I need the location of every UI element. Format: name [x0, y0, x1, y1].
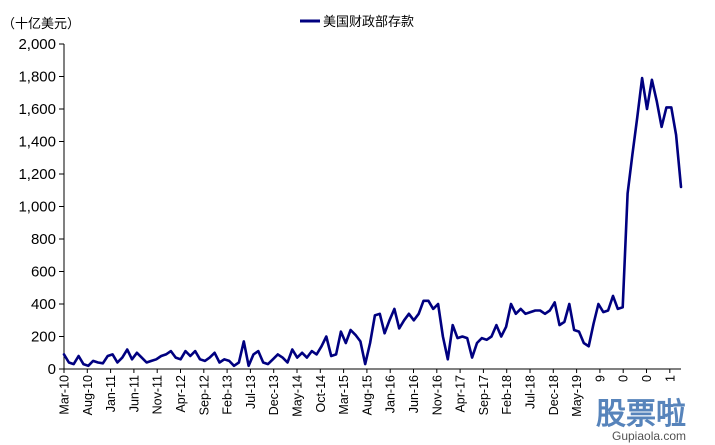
x-tick-label: Jun-11	[127, 375, 141, 412]
x-tick-label: Sep-12	[197, 375, 211, 415]
legend-label: 美国财政部存款	[323, 15, 414, 30]
x-tick-label: Aug-15	[360, 375, 374, 415]
watermark: 股票啦 Gupiaola.com	[596, 397, 686, 443]
x-tick-label: Dec-18	[547, 375, 561, 415]
watermark-logo: 股票啦	[596, 397, 686, 432]
series-line-treasury-deposits	[62, 76, 683, 368]
x-tick-label: 0	[617, 375, 631, 382]
x-tick-label: Jun-16	[407, 375, 421, 413]
unit-label: （十亿美元）	[2, 17, 80, 32]
x-tick-label: Oct-14	[314, 375, 328, 413]
x-tick-label: 1	[663, 375, 677, 382]
x-tick-label: Nov-16	[430, 375, 444, 415]
y-tick-label: 0	[48, 361, 56, 378]
watermark-url: Gupiaola.com	[612, 429, 686, 443]
x-tick-label: Apr-17	[454, 375, 468, 413]
x-tick-label: 0	[640, 375, 654, 382]
y-axis: 0 200 400 600 800 1,000 1,200 1,400 1,600 1,800 2,…	[18, 36, 65, 378]
x-tick-label: Jul-18	[524, 375, 538, 409]
y-tick-label: 1,800	[18, 69, 56, 86]
y-tick-label: 1,200	[18, 166, 56, 183]
y-tick-label: 1,000	[18, 199, 56, 216]
x-tick-label: May-19	[570, 375, 584, 417]
y-tick-label: 400	[31, 296, 56, 313]
y-tick-label: 200	[31, 329, 56, 346]
x-tick-label: Jul-13	[244, 375, 258, 409]
x-tick-label: May-14	[291, 375, 305, 417]
x-tick-label: Sep-17	[477, 375, 491, 415]
plot-area	[62, 76, 683, 368]
x-tick-label: Aug-10	[81, 375, 95, 415]
y-tick-label: 800	[31, 231, 56, 248]
legend: 美国财政部存款	[300, 15, 414, 30]
x-tick-label: Apr-12	[174, 375, 188, 413]
y-tick-label: 1,400	[18, 134, 56, 151]
x-tick-label: 9	[593, 375, 607, 382]
y-tick-label: 2,000	[18, 36, 56, 53]
x-tick-label: Nov-11	[151, 375, 165, 414]
x-tick-label: Dec-13	[267, 375, 281, 415]
x-tick-label: Feb-18	[500, 375, 514, 415]
y-tick-label: 1,600	[18, 101, 56, 118]
x-tick-label: Jan-11	[104, 375, 118, 412]
x-tick-label: Feb-13	[221, 375, 235, 415]
x-tick-label: Jan-16	[384, 375, 398, 413]
x-axis: Mar-10 Aug-10 Jan-11 Jun-11 Nov-11 Apr-12 Sep-…	[58, 368, 681, 417]
x-tick-label: Mar-10	[58, 375, 72, 415]
x-tick-label: Mar-15	[337, 375, 351, 415]
y-tick-label: 600	[31, 264, 56, 281]
